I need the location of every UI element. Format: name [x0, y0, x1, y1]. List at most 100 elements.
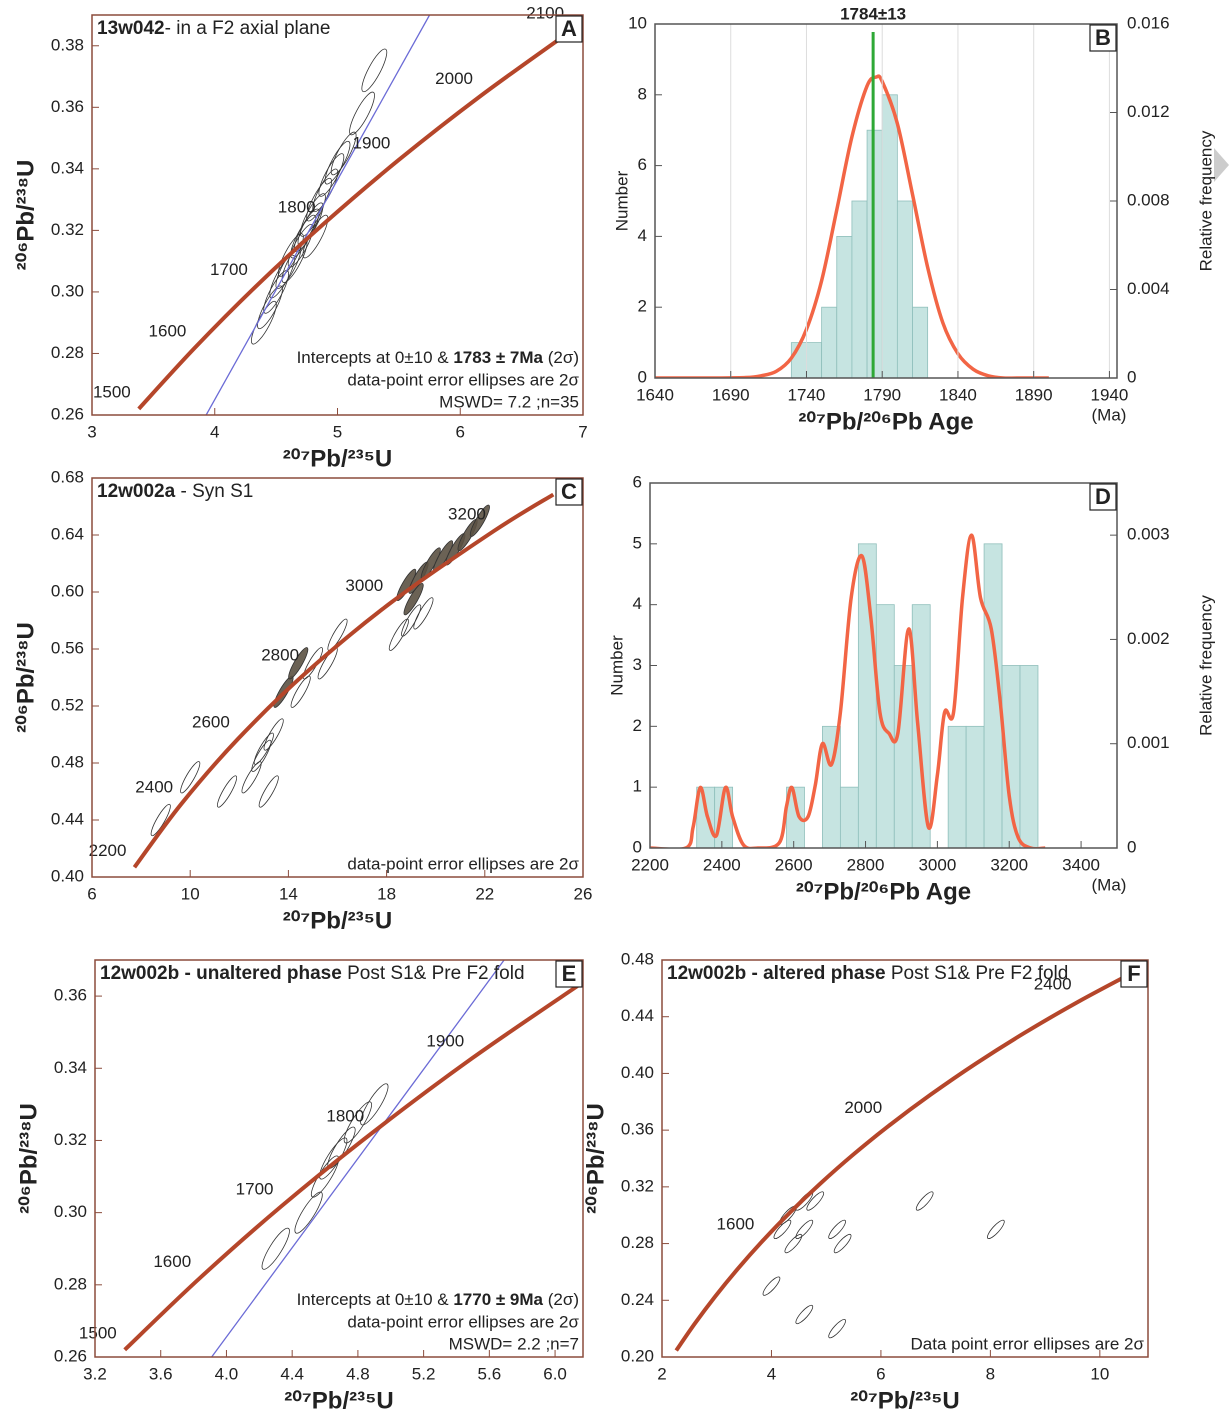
x-tick-label: 2 — [657, 1364, 666, 1383]
error-ellipse — [828, 1319, 846, 1339]
error-ellipse — [318, 153, 345, 197]
text-part: 13w042 — [97, 18, 165, 39]
x-tick-label: 1840 — [939, 385, 977, 404]
age-label: 1800 — [326, 1106, 364, 1125]
y-tick-label: 0.38 — [51, 35, 84, 54]
y2-axis-label: Relative frequency — [1196, 595, 1215, 736]
x-tick-label: 3 — [87, 422, 96, 441]
age-label: 1700 — [236, 1180, 274, 1199]
x-tick-label: 3400 — [1062, 855, 1100, 874]
error-ellipse — [360, 1083, 389, 1126]
plot-frame — [91, 14, 584, 416]
error-ellipse — [294, 1191, 323, 1234]
concordia-curve — [132, 492, 555, 869]
x-tick-label: 3000 — [918, 855, 956, 874]
bar — [875, 604, 895, 848]
x-tick-label: 1690 — [712, 385, 750, 404]
y-tick-label: 8 — [638, 84, 647, 103]
x-tick-label: 6 — [456, 422, 465, 441]
discordia — [205, 15, 431, 415]
y-tick-label: 0.28 — [621, 1233, 654, 1252]
y2-tick-label: 0 — [1127, 837, 1136, 856]
x-tick-label: 6 — [876, 1364, 885, 1383]
y2-axis-label: Relative frequency — [1196, 130, 1215, 271]
x-tick-label: 8 — [986, 1364, 995, 1383]
error-ellipse — [361, 48, 388, 93]
y2-tick-label: 0.016 — [1127, 13, 1170, 32]
age-label: 3000 — [345, 576, 383, 595]
y-tick-label: 0.32 — [54, 1130, 87, 1149]
y-tick-label: 0.56 — [51, 638, 84, 657]
error-ellipse — [413, 597, 434, 630]
panel-label: E — [562, 961, 577, 986]
error-ellipse — [987, 1219, 1005, 1240]
error-ellipse — [150, 803, 171, 837]
x-tick-label: 5.6 — [478, 1364, 502, 1383]
age-label: 2400 — [1034, 974, 1072, 993]
bar — [896, 200, 913, 378]
panel-label-box — [1120, 960, 1148, 988]
error-ellipse — [773, 1219, 792, 1240]
x-axis-label: ²⁰⁷Pb/²⁰⁶Pb Age — [798, 408, 973, 435]
text-part: Post S1& Pre F2 fold — [886, 963, 1069, 984]
y-tick-label: 0.44 — [621, 1006, 654, 1025]
y-tick-label: 0.26 — [54, 1346, 87, 1365]
bar — [965, 725, 985, 848]
plot-area — [674, 967, 1141, 1352]
x-tick-label: 10 — [181, 884, 200, 903]
x-tick-label: 18 — [377, 884, 396, 903]
annotation: data-point error ellipses are 2σ — [347, 370, 579, 389]
y-tick-label: 0.40 — [51, 866, 84, 885]
bar — [866, 129, 883, 378]
y-tick-label: 0.20 — [621, 1346, 654, 1365]
panel-label: A — [561, 16, 577, 41]
bar — [851, 200, 868, 378]
plot-area — [123, 960, 583, 1357]
error-ellipse — [762, 1276, 781, 1296]
plot-area — [137, 15, 574, 415]
panel-title: 12w002a - Syn S1 — [97, 481, 253, 502]
y-tick-label: 0.34 — [51, 158, 84, 177]
text-part: Post S1& Pre F2 fold — [342, 963, 525, 984]
error-ellipse — [288, 647, 309, 680]
y-tick-label: 0.28 — [54, 1274, 87, 1293]
x-axis-label: ²⁰⁷Pb/²³⁵U — [850, 1387, 959, 1414]
y2-tick-label: 0.003 — [1127, 525, 1170, 544]
plot-frame — [654, 23, 1118, 379]
y-axis-label: ²⁰⁶Pb/²³⁸U — [15, 1103, 42, 1214]
error-ellipse — [403, 583, 424, 616]
y-tick-label: 0.32 — [51, 220, 84, 239]
bar — [839, 786, 859, 848]
y-tick-label: 0.60 — [51, 581, 84, 600]
error-ellipse — [241, 761, 262, 794]
y-axis-label: ²⁰⁶Pb/²³⁸U — [12, 160, 39, 271]
x-tick-label: 6.0 — [543, 1364, 567, 1383]
x-tick-label: 4 — [210, 422, 219, 441]
text-part: (2σ) — [543, 1290, 579, 1309]
error-ellipse — [180, 761, 201, 794]
x-tick-label: 4.4 — [280, 1364, 304, 1383]
x-tick-label: 14 — [279, 884, 298, 903]
annotation: MSWD= 7.2 ;n=35 — [439, 392, 579, 411]
panel: 2200 2400 2600 2800 3000 3200 3400 0 1 2 3 4 5 6 ²⁰⁷Pb… — [607, 472, 1215, 905]
y-axis-label: Number — [607, 635, 626, 696]
text-part: 12w002b - unaltered phase — [100, 963, 342, 984]
text-part: 1783 ± 7Ma — [453, 348, 543, 367]
y-tick-label: 0 — [638, 367, 647, 386]
x-tick-label: 2800 — [847, 855, 885, 874]
y-tick-label: 0.64 — [51, 524, 84, 543]
x-axis-label: ²⁰⁷Pb/²³⁵U — [284, 1387, 393, 1414]
error-ellipse — [253, 732, 274, 765]
x-tick-label: 2400 — [703, 855, 741, 874]
x-tick-label: 3200 — [990, 855, 1028, 874]
y2-tick-label: 0.001 — [1127, 733, 1170, 752]
bar — [881, 94, 898, 378]
panel-label: B — [1095, 25, 1111, 50]
annotation: MSWD= 2.2 ;n=7 — [449, 1334, 579, 1353]
discordia — [211, 960, 505, 1357]
error-ellipse — [261, 1227, 290, 1270]
error-ellipse — [343, 1101, 372, 1144]
annotation: Intercepts at 0±10 & 1770 ± 9Ma (2σ) — [297, 1290, 579, 1309]
x-tick-label: 1890 — [1015, 385, 1053, 404]
y-axis-label: ²⁰⁶Pb/²³⁸U — [582, 1103, 609, 1214]
